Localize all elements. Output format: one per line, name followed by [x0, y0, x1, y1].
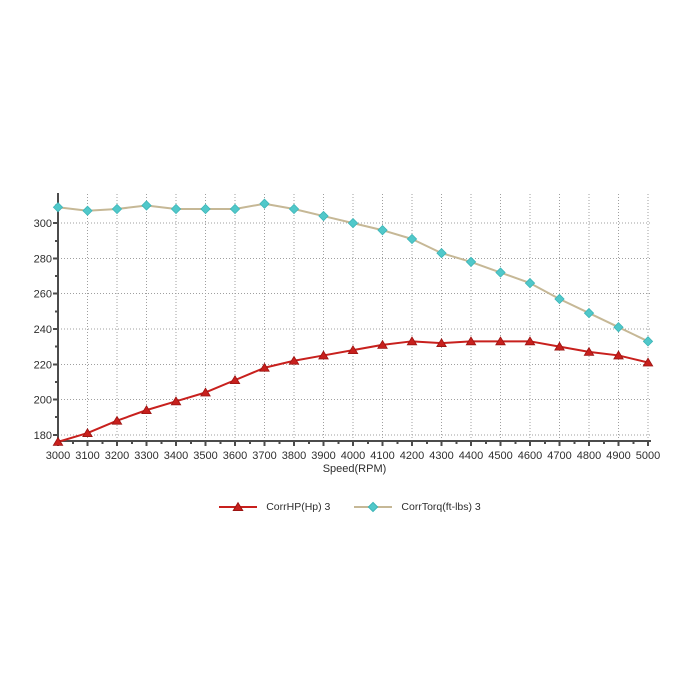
x-tick-label: 4100: [370, 450, 394, 462]
corrhp-marker: [554, 341, 565, 351]
x-tick-label: 5000: [636, 450, 660, 462]
legend-item-corrtorq: CorrTorq(ft-lbs) 3: [354, 501, 481, 513]
gridlines: [58, 194, 651, 441]
corrtorq-marker: [436, 247, 447, 259]
corrhp-marker: [52, 436, 64, 446]
x-tick-label: 4400: [459, 450, 483, 462]
corrhp-marker: [524, 336, 536, 346]
x-axis-title: Speed(RPM): [322, 463, 387, 475]
corrtorq-marker: [406, 233, 418, 245]
y-tick-label: 180: [34, 430, 52, 442]
corrtorq-marker: [318, 210, 329, 222]
corrtorq-marker: [141, 200, 152, 211]
x-tick-label: 3100: [75, 450, 99, 462]
x-tick-label: 3900: [311, 450, 335, 462]
corrtorq-marker: [111, 203, 123, 215]
corrtorq-legend-swatch: [354, 501, 393, 513]
hp-triangle-marker-icon: [232, 501, 244, 511]
corrhp-series: [52, 336, 654, 446]
corrhp-marker: [229, 375, 241, 385]
x-tick-label: 3800: [282, 450, 306, 462]
y-tick-label: 240: [34, 324, 52, 336]
corrtorq-marker: [554, 293, 565, 305]
tick-marks: [53, 204, 649, 446]
corrhp-marker: [170, 396, 182, 406]
corrhp-marker: [200, 387, 211, 397]
x-tick-label: 4700: [547, 450, 571, 462]
x-tick-labels: 3000 3100 3200 3300 3400 3500 3600 3700 3800 3900…: [46, 450, 660, 462]
corrtorq-marker: [347, 217, 359, 229]
corrtorq-marker: [288, 203, 300, 215]
x-tick-label: 3200: [105, 450, 129, 462]
corrhp-marker: [288, 355, 300, 365]
x-tick-label: 3400: [164, 450, 188, 462]
legend-item-corrhp: CorrHP(Hp) 3: [219, 501, 330, 513]
corrtorq-marker: [465, 256, 477, 268]
corrhp-marker: [465, 336, 477, 346]
corrhp-marker: [111, 415, 123, 425]
corrhp-marker: [436, 338, 447, 347]
x-tick-label: 4900: [606, 450, 630, 462]
corrhp-marker: [141, 405, 152, 415]
corrhp-marker: [82, 427, 93, 437]
x-tick-label: 4800: [577, 450, 601, 462]
y-tick-label: 280: [34, 253, 52, 265]
chart-legend: CorrHP(Hp) 3 CorrTorq(ft-lbs) 3: [0, 498, 700, 516]
corrtorq-marker: [82, 205, 93, 216]
corrtorq-marker: [583, 307, 595, 319]
corrhp-marker: [318, 350, 329, 360]
corrtorq-marker: [524, 277, 536, 289]
corrtorq-marker: [170, 203, 182, 215]
x-tick-label: 4600: [518, 450, 542, 462]
y-tick-label: 300: [34, 218, 52, 230]
y-tick-label: 200: [34, 395, 52, 407]
legend-label-corrhp: CorrHP(Hp) 3: [266, 501, 331, 513]
x-tick-label: 4200: [400, 450, 424, 462]
corrhp-marker: [347, 345, 359, 355]
corrtorq-marker: [613, 322, 624, 333]
corrtorq-marker: [495, 267, 506, 278]
y-tick-label: 260: [34, 289, 52, 301]
axes: [57, 193, 651, 442]
torque-diamond-marker-icon: [368, 501, 379, 513]
corrtorq-marker: [377, 225, 388, 236]
corrhp-marker: [406, 336, 418, 346]
corrhp-marker: [377, 339, 388, 349]
corrtorq-marker: [229, 203, 241, 215]
corrhp-marker: [642, 357, 654, 367]
corrtorq-marker: [259, 198, 270, 209]
corrtorq-marker: [642, 336, 654, 347]
x-tick-label: 4300: [429, 450, 453, 462]
corrhp-marker: [495, 336, 506, 346]
legend-label-corrtorq: CorrTorq(ft-lbs) 3: [401, 501, 481, 513]
x-tick-label: 3700: [252, 450, 276, 462]
x-tick-label: 3500: [193, 450, 217, 462]
x-tick-label: 4500: [488, 450, 512, 462]
corrhp-marker: [259, 362, 270, 372]
x-tick-label: 3600: [223, 450, 247, 462]
corrhp-marker: [613, 350, 624, 360]
x-tick-label: 4000: [341, 450, 365, 462]
y-tick-label: 220: [34, 359, 52, 371]
corrtorq-marker: [200, 203, 211, 215]
corrhp-marker: [583, 346, 595, 356]
corrtorq-marker: [52, 202, 64, 213]
x-tick-label: 3000: [46, 450, 70, 462]
corrtorq-series: [52, 198, 654, 347]
y-tick-labels: 180 200 220 240 260 280 300: [34, 218, 52, 442]
corrhp-legend-swatch: [219, 501, 258, 511]
x-tick-label: 3300: [134, 450, 158, 462]
